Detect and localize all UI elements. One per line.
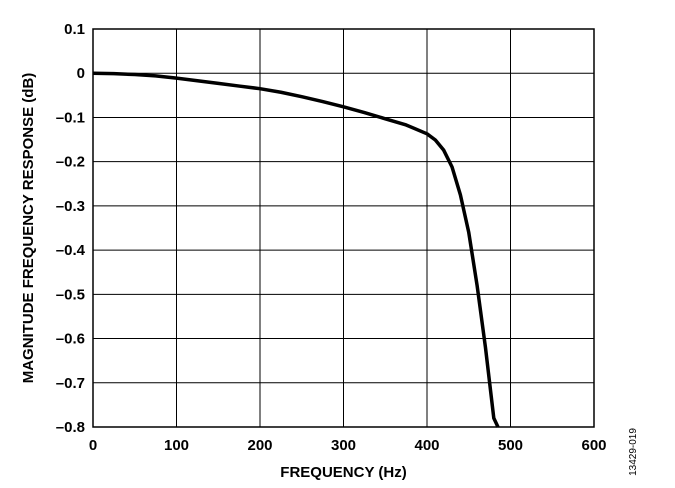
- y-tick-label: –0.5: [56, 286, 85, 303]
- y-tick-label: –0.6: [56, 331, 85, 348]
- y-axis-title: MAGNITUDE FREQUENCY RESPONSE (dB): [20, 73, 37, 384]
- x-tick-label: 0: [89, 437, 97, 454]
- x-axis-tick-labels: 0 100 200 300 400 500 600: [89, 437, 607, 454]
- x-axis-title: FREQUENCY (Hz): [280, 464, 406, 481]
- grid: [92, 28, 595, 428]
- y-tick-label: –0.4: [56, 242, 86, 259]
- x-tick-label: 500: [498, 437, 523, 454]
- y-axis-tick-labels: 0.1 0 –0.1 –0.2 –0.3 –0.4 –0.5 –0.6 –0.7 –0.8: [56, 21, 86, 436]
- x-tick-label: 200: [247, 437, 272, 454]
- y-tick-label: –0.3: [56, 198, 85, 215]
- x-tick-label: 400: [414, 437, 439, 454]
- x-tick-label: 100: [164, 437, 189, 454]
- x-tick-label: 600: [581, 437, 606, 454]
- series-line: [92, 71, 500, 428]
- figure-id: 13429-019: [628, 428, 639, 476]
- plot-frame: [92, 28, 595, 428]
- x-tick-label: 300: [331, 437, 356, 454]
- y-tick-label: –0.8: [56, 419, 85, 436]
- y-tick-label: –0.1: [56, 109, 85, 126]
- y-tick-label: 0.1: [64, 21, 85, 38]
- y-tick-label: –0.7: [56, 375, 85, 392]
- y-tick-label: 0: [77, 65, 85, 82]
- y-tick-label: –0.2: [56, 154, 85, 171]
